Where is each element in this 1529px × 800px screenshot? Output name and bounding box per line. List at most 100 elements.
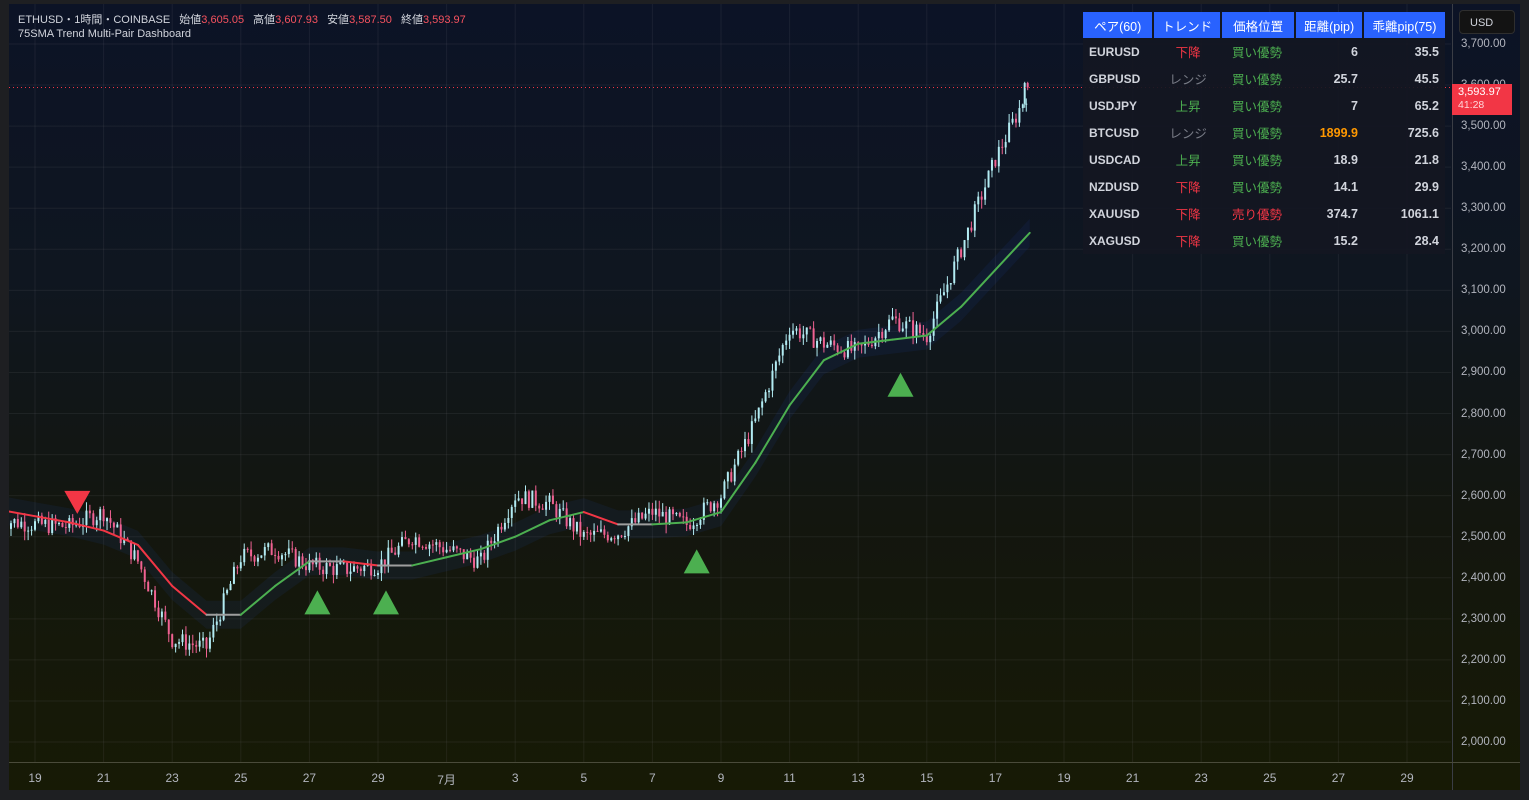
time-tick: 23 bbox=[165, 771, 179, 785]
deviation-pip: 65.2 bbox=[1414, 98, 1439, 113]
deviation-pip: 45.5 bbox=[1414, 71, 1439, 86]
distance-pip: 18.9 bbox=[1333, 152, 1358, 167]
time-tick: 27 bbox=[302, 771, 317, 785]
multi-pair-dashboard: ペア(60) トレンド 価格位置 距離(pip) 乖離pip(75) EURUS… bbox=[1083, 12, 1445, 254]
indicator-name[interactable]: 75SMA Trend Multi-Pair Dashboard bbox=[18, 28, 192, 40]
price-tick: 2,400.00 bbox=[1461, 571, 1506, 584]
distance-pip: 374.7 bbox=[1326, 206, 1358, 221]
price-tick: 2,600.00 bbox=[1461, 489, 1506, 502]
trend-status: 下降 bbox=[1175, 208, 1201, 222]
time-tick: 13 bbox=[851, 771, 865, 785]
price-tick: 3,400.00 bbox=[1461, 161, 1506, 174]
buy-signal-icon bbox=[887, 372, 914, 397]
trend-status: 下降 bbox=[1175, 235, 1201, 249]
bar-countdown: 41:28 bbox=[1458, 99, 1485, 111]
symbol-name[interactable]: ETHUSD bbox=[18, 14, 64, 26]
currency-button[interactable]: USD bbox=[1459, 10, 1515, 34]
chart-legend: ETHUSD・1時間・COINBASE 始値3,605.05 高値3,607.9… bbox=[18, 13, 466, 41]
last-price-label: 3,593.97 41:28 bbox=[1452, 84, 1512, 115]
price-tick: 2,700.00 bbox=[1461, 448, 1506, 461]
trend-status: 上昇 bbox=[1175, 154, 1201, 168]
buy-signal-icon bbox=[683, 549, 710, 574]
price-tick: 2,800.00 bbox=[1461, 407, 1506, 420]
pair-name: XAUUSD bbox=[1089, 206, 1140, 221]
price-tick: 2,500.00 bbox=[1461, 530, 1506, 543]
time-tick: 21 bbox=[1125, 771, 1140, 785]
distance-pip: 1899.9 bbox=[1319, 125, 1358, 140]
price-tick: 2,100.00 bbox=[1461, 694, 1506, 707]
trend-status: レンジ bbox=[1169, 73, 1207, 87]
time-tick: 11 bbox=[783, 771, 796, 785]
pair-name: GBPUSD bbox=[1089, 71, 1141, 86]
axis-corner bbox=[1452, 763, 1520, 790]
deviation-pip: 28.4 bbox=[1414, 233, 1439, 248]
time-tick: 27 bbox=[1331, 771, 1346, 785]
time-tick: 19 bbox=[28, 771, 42, 785]
dashboard-row: NZDUSD 下降 買い優勢 14.1 29.9 bbox=[1083, 173, 1445, 200]
price-tick: 3,100.00 bbox=[1461, 284, 1506, 297]
time-tick: 29 bbox=[1400, 771, 1414, 785]
price-tick: 2,900.00 bbox=[1461, 366, 1506, 379]
price-position: 買い優勢 bbox=[1231, 46, 1282, 60]
pair-name: USDJPY bbox=[1089, 98, 1138, 113]
distance-pip: 25.7 bbox=[1333, 71, 1358, 86]
price-position: 売り優勢 bbox=[1231, 208, 1282, 222]
time-tick: 19 bbox=[1057, 771, 1071, 785]
price-tick: 3,300.00 bbox=[1461, 202, 1506, 215]
price-tick: 3,500.00 bbox=[1461, 120, 1506, 133]
dashboard-row: USDCAD 上昇 買い優勢 18.9 21.8 bbox=[1083, 146, 1445, 173]
dashboard-header-row: ペア(60) トレンド 価格位置 距離(pip) 乖離pip(75) bbox=[1083, 12, 1445, 38]
deviation-pip: 21.8 bbox=[1414, 152, 1439, 167]
dashboard-row: BTCUSD レンジ 買い優勢 1899.9 725.6 bbox=[1083, 119, 1445, 146]
price-position: 買い優勢 bbox=[1231, 100, 1282, 114]
time-tick: 21 bbox=[96, 771, 111, 785]
sell-signal-icon bbox=[64, 490, 91, 514]
buy-signal-icon bbox=[373, 590, 399, 615]
distance-pip: 14.1 bbox=[1333, 179, 1358, 194]
distance-pip: 7 bbox=[1351, 98, 1358, 113]
low-value: 3,587.50 bbox=[349, 14, 392, 26]
distance-pip: 6 bbox=[1351, 44, 1358, 59]
col-deviation: 乖離pip(75) bbox=[1363, 12, 1445, 38]
dashboard-row: XAUUSD 下降 売り優勢 374.7 1061.1 bbox=[1083, 200, 1445, 227]
pair-name: BTCUSD bbox=[1089, 125, 1139, 140]
trend-status: 上昇 bbox=[1175, 100, 1201, 114]
price-tick: 2,300.00 bbox=[1461, 612, 1506, 625]
deviation-pip: 29.9 bbox=[1414, 179, 1439, 194]
price-tick: 2,200.00 bbox=[1461, 653, 1506, 666]
col-trend: トレンド bbox=[1154, 12, 1222, 38]
close-value: 3,593.97 bbox=[422, 14, 466, 26]
dashboard-row: USDJPY 上昇 買い優勢 7 65.2 bbox=[1083, 92, 1445, 119]
price-tick: 3,700.00 bbox=[1461, 38, 1506, 50]
price-tick: 2,000.00 bbox=[1461, 736, 1506, 749]
time-tick: 3 bbox=[511, 771, 519, 785]
trend-status: 下降 bbox=[1175, 46, 1201, 60]
interval[interactable]: 1時間 bbox=[74, 14, 103, 26]
time-axis[interactable]: 19 21 23 25 27 29 7月 3 5 7 9 11 13 15 17 19 21 23 25 27 29 bbox=[9, 762, 1520, 790]
distance-pip: 15.2 bbox=[1333, 233, 1358, 248]
deviation-pip: 35.5 bbox=[1414, 44, 1439, 59]
pair-name: EURUSD bbox=[1089, 44, 1140, 59]
col-position: 価格位置 bbox=[1221, 12, 1297, 38]
time-tick: 29 bbox=[371, 771, 385, 785]
time-tick: 25 bbox=[234, 771, 248, 785]
time-tick: 7月 bbox=[437, 773, 456, 787]
pair-name: USDCAD bbox=[1089, 152, 1141, 167]
col-distance: 距離(pip) bbox=[1296, 12, 1364, 38]
buy-signal-icon bbox=[304, 590, 331, 615]
price-axis[interactable]: 3,700.003,600.003,500.003,400.003,300.00… bbox=[1452, 4, 1520, 762]
deviation-pip: 725.6 bbox=[1407, 125, 1439, 140]
dashboard-row: GBPUSD レンジ 買い優勢 25.7 45.5 bbox=[1083, 65, 1445, 92]
time-tick: 23 bbox=[1194, 771, 1208, 785]
price-position: 買い優勢 bbox=[1231, 127, 1282, 141]
price-position: 買い優勢 bbox=[1231, 235, 1282, 249]
price-tick: 3,200.00 bbox=[1461, 243, 1506, 256]
high-value: 3,607.93 bbox=[275, 14, 318, 26]
exchange: COINBASE bbox=[113, 14, 171, 26]
time-tick: 25 bbox=[1263, 771, 1277, 785]
time-tick: 5 bbox=[580, 771, 588, 785]
dashboard-row: EURUSD 下降 買い優勢 6 35.5 bbox=[1083, 38, 1445, 65]
pair-name: XAGUSD bbox=[1089, 233, 1141, 248]
deviation-pip: 1061.1 bbox=[1400, 206, 1439, 221]
price-tick: 3,000.00 bbox=[1461, 325, 1506, 338]
